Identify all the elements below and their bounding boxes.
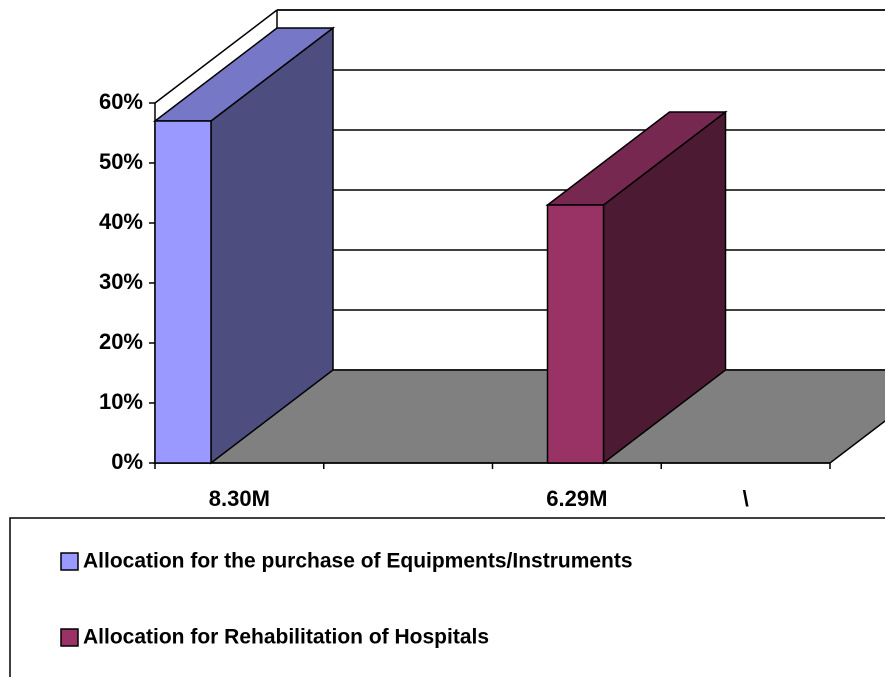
y-tick-label: 30% bbox=[99, 269, 143, 294]
y-tick-label: 50% bbox=[99, 149, 143, 174]
y-tick-label: 10% bbox=[99, 389, 143, 414]
bar-front bbox=[546, 204, 605, 464]
x-tick-label: \ bbox=[743, 486, 749, 511]
legend-label: Allocation for Rehabilitation of Hospita… bbox=[83, 626, 489, 649]
y-tick-label: 40% bbox=[99, 209, 143, 234]
x-tick-label: 6.29M bbox=[546, 486, 607, 511]
bar bbox=[152, 26, 336, 465]
legend-swatch bbox=[60, 628, 79, 647]
bar-front bbox=[154, 120, 212, 464]
legend-label: Allocation for the purchase of Equipment… bbox=[83, 550, 633, 573]
x-tick-label: 8.30M bbox=[209, 486, 270, 511]
y-tick-label: 0% bbox=[111, 449, 143, 474]
legend-swatch bbox=[60, 552, 79, 571]
bar bbox=[545, 110, 728, 465]
y-tick-label: 60% bbox=[99, 89, 143, 114]
legend-box bbox=[9, 517, 885, 677]
wall-edge bbox=[154, 9, 278, 104]
y-tick-label: 20% bbox=[99, 329, 143, 354]
